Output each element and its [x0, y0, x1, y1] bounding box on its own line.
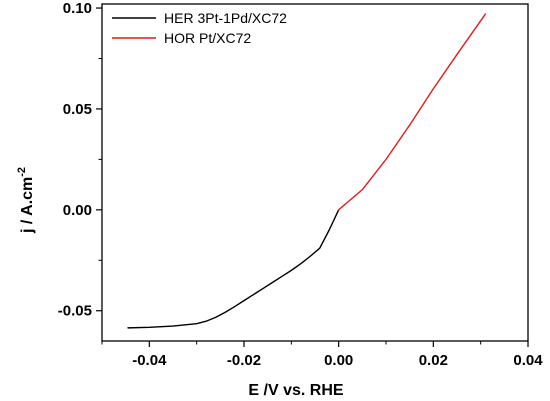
legend-label: HER 3Pt-1Pd/XC72: [164, 10, 287, 26]
series-line-her: [127, 209, 340, 329]
series-lines: [127, 13, 487, 329]
y-tick-label: 0.05: [63, 101, 92, 118]
x-tick-label: -0.02: [227, 352, 261, 369]
x-tick-label: 0.00: [324, 352, 353, 369]
y-tick-label: 0.00: [63, 202, 92, 219]
legend-label: HOR Pt/XC72: [164, 30, 251, 46]
x-tick-label: -0.04: [132, 352, 167, 369]
ticks: -0.04 -0.02 0.00 0.02 0.04 -0.05 0.00 0.05 0.10: [58, 0, 543, 369]
legend: HER 3Pt-1Pd/XC72 HOR Pt/XC72: [112, 10, 287, 46]
x-tick-label: 0.04: [513, 352, 543, 369]
y-axis-title-main: j / A.cm: [19, 177, 36, 234]
y-axis-title: j / A.cm-2: [16, 167, 36, 234]
plot-frame: [101, 3, 529, 342]
y-axis-title-superscript: -2: [16, 167, 28, 177]
x-tick-label: 0.02: [419, 352, 448, 369]
x-axis-title: E /V vs. RHE: [248, 382, 343, 399]
series-line-hor: [337, 13, 487, 211]
y-tick-label: -0.05: [58, 303, 92, 320]
axes: [101, 3, 529, 342]
y-tick-label: 0.10: [63, 0, 92, 17]
